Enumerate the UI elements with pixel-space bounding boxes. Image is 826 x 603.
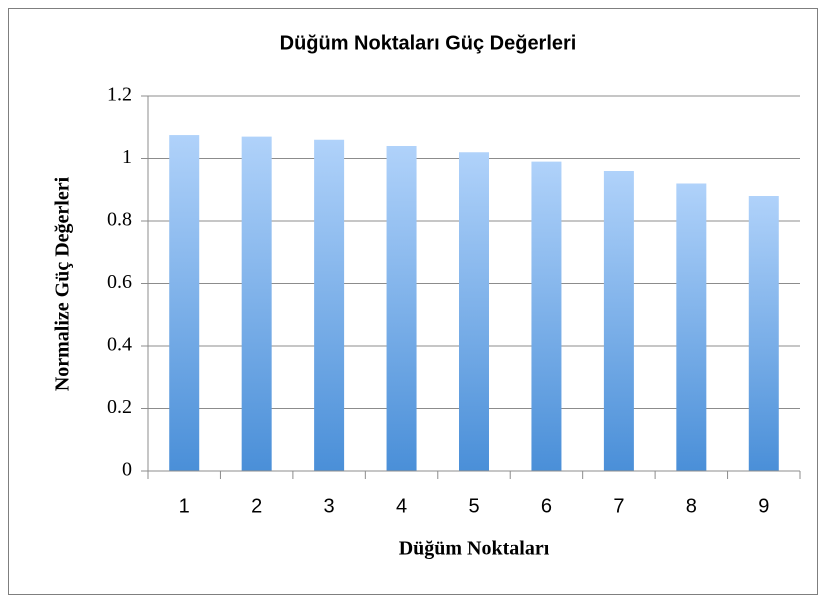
- chart-title: Düğüm Noktaları Güç Değerleri: [280, 32, 577, 54]
- bar: [603, 171, 634, 471]
- bar: [386, 146, 417, 471]
- x-tick-label: 9: [758, 495, 769, 517]
- bar: [169, 135, 200, 471]
- bar: [314, 139, 345, 471]
- y-axis-label: Normalize Güç Değerleri: [52, 176, 74, 391]
- y-tick-label: 0.6: [107, 271, 132, 293]
- y-tick-label: 0: [122, 459, 132, 481]
- bar: [241, 136, 272, 471]
- x-tick-label: 2: [251, 495, 262, 517]
- bar: [459, 152, 489, 471]
- y-tick-label: 0.8: [107, 209, 132, 231]
- x-tick-label: 6: [541, 495, 552, 517]
- y-tick-label: 1.2: [107, 84, 132, 106]
- x-tick-label: 3: [324, 495, 335, 517]
- bar: [531, 161, 562, 471]
- y-tick-label: 1: [122, 146, 132, 168]
- x-tick-label: 5: [468, 495, 479, 517]
- x-tick-label: 4: [396, 495, 407, 517]
- x-tick-label: 8: [686, 495, 697, 517]
- bar: [676, 183, 707, 471]
- x-tick-label: 1: [179, 495, 190, 517]
- x-axis-label: Düğüm Noktaları: [399, 538, 550, 560]
- y-tick-label: 0.2: [107, 396, 132, 418]
- x-tick-label: 7: [613, 495, 624, 517]
- bar: [748, 196, 779, 471]
- y-tick-label: 0.4: [107, 334, 132, 356]
